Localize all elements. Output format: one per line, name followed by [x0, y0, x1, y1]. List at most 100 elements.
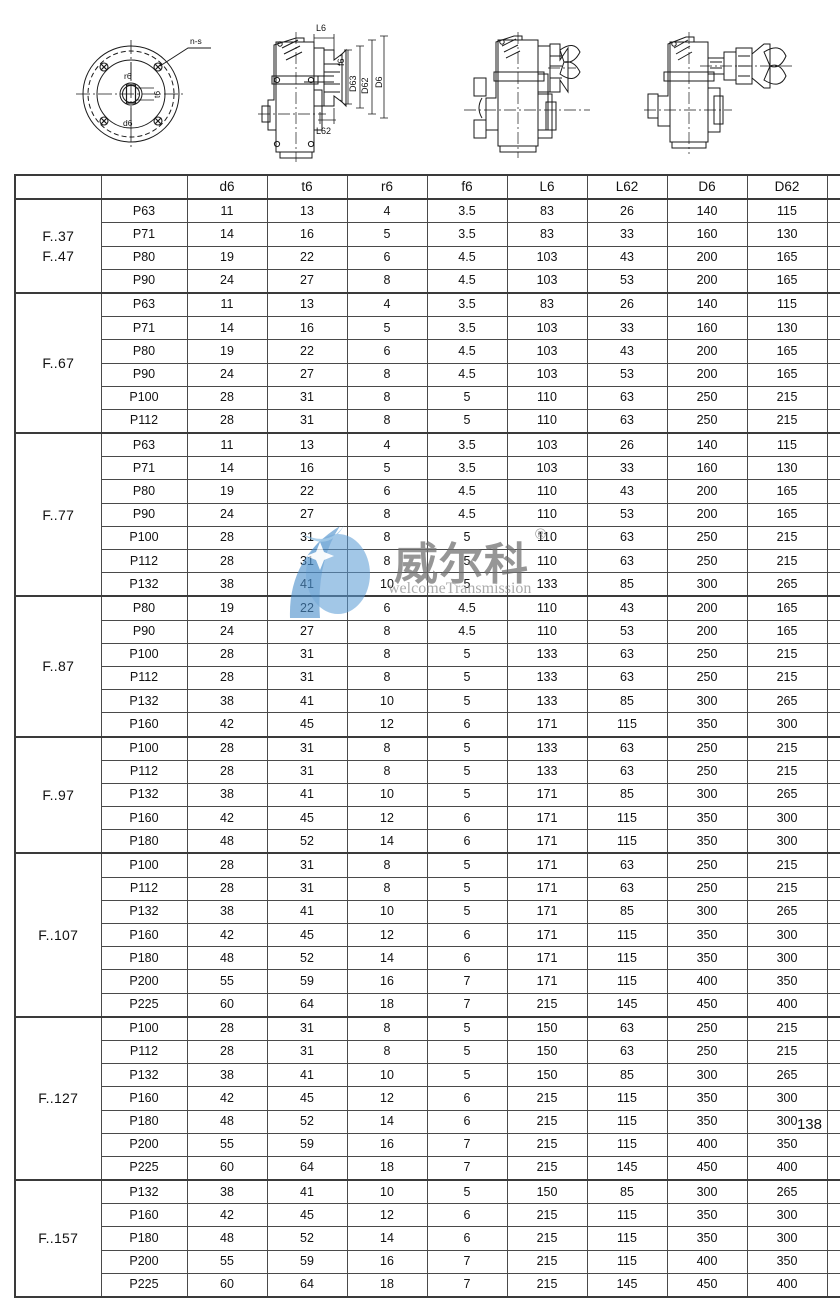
value-cell-L6: 171	[506, 829, 588, 854]
value-cell-D62: 400	[746, 1155, 828, 1181]
value-cell-t6: 16	[266, 316, 348, 341]
motor-size-cell: P100	[100, 735, 188, 761]
value-cell-f6: 4.5	[426, 268, 508, 294]
value-cell-L62: 26	[586, 432, 668, 458]
table-row: P2005559167215115400350300	[15, 1132, 840, 1157]
motor-size-cell: P71	[100, 222, 188, 247]
value-cell-D6: 160	[666, 456, 748, 481]
value-cell-f6: 7	[426, 969, 508, 994]
value-cell-L62: 85	[586, 689, 668, 714]
value-cell-d6: 42	[186, 1086, 268, 1111]
table-row: P11228318513363250215180	[15, 665, 840, 691]
value-cell-D62: 165	[746, 362, 828, 387]
value-cell-f6: 4.5	[426, 362, 508, 387]
value-cell-d6: 38	[186, 782, 268, 808]
value-cell-L6: 150	[506, 1179, 588, 1205]
value-cell-r6: 12	[346, 922, 428, 948]
value-cell-D63: 130	[826, 339, 840, 364]
motor-size-cell: P160	[100, 922, 188, 948]
value-cell-d6: 28	[186, 665, 268, 691]
value-cell-L6: 215	[506, 1155, 588, 1181]
value-cell-r6: 18	[346, 992, 428, 1018]
motor-size-cell: P132	[100, 899, 188, 925]
value-cell-t6: 52	[266, 1226, 348, 1251]
value-cell-L62: 145	[586, 1272, 668, 1298]
value-cell-L6: 110	[506, 595, 588, 621]
value-cell-d6: 38	[186, 899, 268, 925]
value-cell-D62: 400	[746, 992, 828, 1018]
value-cell-r6: 5	[346, 222, 428, 247]
value-cell-D62: 130	[746, 316, 828, 341]
value-cell-r6: 8	[346, 876, 428, 901]
value-cell-L6: 171	[506, 782, 588, 808]
value-cell-L62: 63	[586, 408, 668, 434]
value-cell-D6: 200	[666, 339, 748, 364]
value-cell-r6: 8	[346, 735, 428, 761]
motor-size-cell: P71	[100, 456, 188, 481]
value-cell-d6: 14	[186, 316, 268, 341]
value-cell-D63: 180	[826, 852, 840, 878]
table-row: P2005559167171115400350300	[15, 969, 840, 994]
model-label-line: F..47	[42, 248, 75, 265]
value-cell-D6: 200	[666, 479, 748, 504]
label-L62: L62	[316, 126, 331, 136]
value-cell-L6: 150	[506, 1015, 588, 1041]
value-cell-r6: 12	[346, 806, 428, 831]
value-cell-d6: 14	[186, 456, 268, 481]
value-cell-t6: 31	[266, 385, 348, 410]
value-cell-L62: 115	[586, 1203, 668, 1228]
value-cell-D63: 250	[826, 1109, 840, 1134]
value-cell-D6: 300	[666, 899, 748, 925]
value-cell-L6: 171	[506, 852, 588, 878]
value-cell-D63: 250	[826, 806, 840, 831]
value-cell-t6: 31	[266, 548, 348, 574]
figure-gear-unit-view-b	[452, 22, 627, 162]
value-cell-L62: 115	[586, 829, 668, 854]
value-cell-f6: 5	[426, 689, 508, 714]
value-cell-f6: 6	[426, 1109, 508, 1134]
value-cell-f6: 3.5	[426, 316, 508, 341]
value-cell-t6: 59	[266, 1132, 348, 1157]
value-cell-D6: 350	[666, 1086, 748, 1111]
value-cell-L62: 43	[586, 595, 668, 621]
value-cell-d6: 48	[186, 1226, 268, 1251]
column-header-L6: L6	[506, 174, 588, 200]
value-cell-L6: 171	[506, 899, 588, 925]
value-cell-D63: 350	[826, 1272, 840, 1298]
value-cell-d6: 19	[186, 595, 268, 621]
value-cell-D62: 215	[746, 525, 828, 551]
value-cell-d6: 60	[186, 1272, 268, 1298]
value-cell-d6: 38	[186, 1179, 268, 1205]
motor-size-cell: P112	[100, 408, 188, 434]
value-cell-L62: 33	[586, 222, 668, 247]
value-cell-L62: 43	[586, 479, 668, 504]
motor-size-cell: P112	[100, 665, 188, 691]
table-row: P1604245126171115350300250	[15, 922, 840, 948]
value-cell-D63: 130	[826, 479, 840, 504]
table-row: P1804852146171115350300250	[15, 946, 840, 971]
value-cell-D63: 180	[826, 735, 840, 761]
value-cell-D62: 215	[746, 385, 828, 410]
column-header-L62: L62	[586, 174, 668, 200]
value-cell-D6: 300	[666, 1179, 748, 1205]
value-cell-r6: 8	[346, 268, 428, 294]
value-cell-d6: 11	[186, 291, 268, 318]
value-cell-L6: 133	[506, 665, 588, 691]
value-cell-D63: 130	[826, 362, 840, 387]
value-cell-D6: 250	[666, 735, 748, 761]
value-cell-t6: 22	[266, 339, 348, 364]
model-group-label: F..157	[14, 1179, 102, 1298]
value-cell-t6: 13	[266, 198, 348, 224]
specification-table: d6t6r6f6L6L62D6D62D63F..37F..47P63111343…	[14, 174, 840, 1298]
value-cell-D63: 130	[826, 245, 840, 270]
value-cell-t6: 27	[266, 619, 348, 644]
value-cell-r6: 10	[346, 782, 428, 808]
value-cell-f6: 3.5	[426, 432, 508, 458]
motor-size-cell: P90	[100, 362, 188, 387]
value-cell-d6: 28	[186, 735, 268, 761]
value-cell-D62: 265	[746, 782, 828, 808]
value-cell-D62: 165	[746, 595, 828, 621]
value-cell-L62: 85	[586, 1179, 668, 1205]
value-cell-f6: 6	[426, 829, 508, 854]
